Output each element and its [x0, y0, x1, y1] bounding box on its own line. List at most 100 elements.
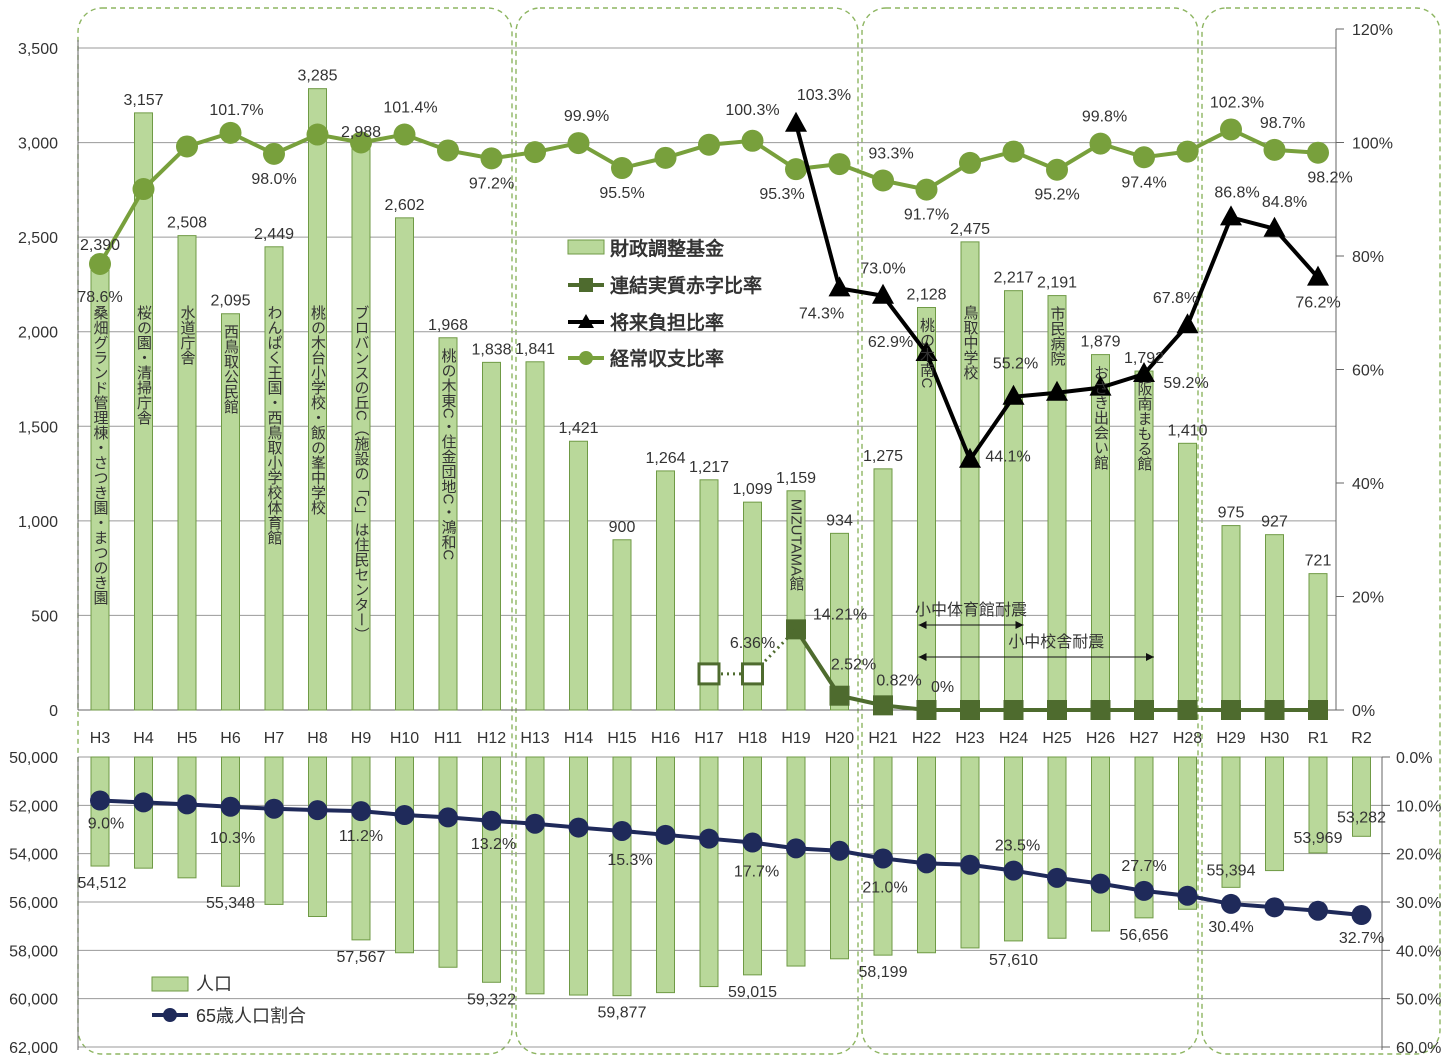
- bottom-left-axis-tick-label: 62,000: [9, 1040, 58, 1057]
- aging-ratio-point: [307, 800, 328, 821]
- fund-bar: [221, 313, 240, 711]
- population-label: 57,610: [989, 952, 1038, 969]
- population-bar: [699, 756, 719, 988]
- aging-ratio-point: [699, 828, 719, 849]
- population-bar: [1178, 756, 1197, 910]
- ordinary-balance-ratio-point: [132, 178, 155, 201]
- aging-ratio-point: [1134, 880, 1154, 901]
- x-axis-tick-label: H26: [1086, 730, 1115, 747]
- fund-value-label: 1,217: [689, 459, 729, 476]
- ordinary-balance-ratio-point: [698, 133, 720, 156]
- ordinary-balance-ratio-point: [263, 142, 285, 165]
- x-axis-tick-label: H13: [520, 730, 549, 747]
- legend-swatch-fund: [567, 239, 605, 255]
- ordinary-balance-ratio-label: 99.8%: [1082, 109, 1127, 126]
- x-axis-tick-label: H3: [90, 730, 111, 747]
- left-axis-tick-label: 2,000: [18, 325, 58, 342]
- future-burden-ratio-label: 84.8%: [1262, 194, 1307, 211]
- fund-bar: [743, 501, 762, 711]
- fund-value-label: 1,968: [428, 317, 468, 334]
- facility-annotation: わんぱく王国・西鳥取小学校体育館: [266, 305, 283, 545]
- bottom-right-axis-tick-label: 20.0%: [1396, 847, 1441, 864]
- facility-annotation: 西鳥取公民館: [222, 324, 239, 414]
- fund-value-label: 900: [609, 519, 636, 536]
- aging-ratio-point: [220, 796, 241, 817]
- ordinary-balance-ratio-label: 98.7%: [1260, 115, 1305, 132]
- population-bar: [395, 756, 414, 954]
- ordinary-balance-ratio-label: 95.3%: [759, 186, 804, 203]
- consolidated-deficit-ratio-point: [1134, 700, 1154, 720]
- aging-ratio-point: [394, 805, 415, 825]
- aging-ratio-point: [1090, 873, 1111, 894]
- axes: 0 500 1,000 1,500 2,000 2,500 3,000 3,500 0% 20% 4…: [9, 22, 1441, 1057]
- ordinary-balance-ratio-point: [611, 157, 633, 180]
- x-axis-tick-label: H27: [1129, 730, 1158, 747]
- ordinary-balance-ratio-point: [872, 169, 894, 192]
- aging-ratio-point: [525, 813, 545, 834]
- facility-annotation: 阪南まもる館: [1136, 381, 1153, 471]
- population-bar: [1265, 756, 1284, 872]
- future-burden-ratio-label: 44.1%: [985, 449, 1030, 466]
- x-axis-tick-label: H28: [1173, 730, 1202, 747]
- x-axis-tick-label: H30: [1260, 730, 1289, 747]
- ordinary-balance-ratio-label: 101.7%: [209, 102, 263, 119]
- ordinary-balance-ratio-point: [524, 141, 546, 164]
- x-axis-tick-label: H19: [781, 730, 810, 747]
- aging-ratio-label: 23.5%: [995, 838, 1040, 855]
- x-axis-tick-label: H24: [999, 730, 1028, 747]
- bottom-left-axis-tick-label: 60,000: [9, 992, 58, 1009]
- bottom-left-axis-tick-label: 58,000: [9, 943, 58, 960]
- fund-bar: [438, 337, 458, 711]
- bottom-left-axis-tick-label: 50,000: [9, 750, 58, 767]
- ordinary-balance-ratio-point: [306, 123, 329, 146]
- bottom-right-axis-tick-label: 0.0%: [1396, 750, 1432, 767]
- population-bar: [1047, 756, 1067, 939]
- future-burden-ratio-point: [1046, 380, 1068, 401]
- population-bar: [1004, 756, 1023, 942]
- fund-value-label: 1,792: [1124, 350, 1164, 367]
- population-bar: [482, 756, 501, 983]
- left-axis-tick-label: 500: [31, 608, 58, 625]
- fund-value-label: 1,099: [732, 481, 772, 498]
- future-burden-ratio-point: [828, 276, 851, 297]
- ordinary-balance-ratio-label: 91.7%: [904, 207, 949, 224]
- fund-value-label: 975: [1218, 505, 1245, 522]
- consolidated-deficit-ratio-point: [1264, 700, 1285, 720]
- population-bar: [569, 756, 588, 996]
- bottom-right-axis-tick-label: 60.0%: [1396, 1040, 1441, 1057]
- future-burden-ratio-label: 73.0%: [860, 261, 905, 278]
- fund-bar: [1178, 442, 1197, 711]
- aging-ratio-point: [1264, 897, 1285, 918]
- consolidated-deficit-ratio-label: 6.36%: [730, 635, 775, 652]
- future-burden-ratio-point: [915, 341, 938, 362]
- future-burden-ratio-label: 67.8%: [1153, 290, 1198, 307]
- ordinary-balance-ratio-label: 97.2%: [469, 175, 514, 192]
- fund-value-label: 927: [1261, 514, 1288, 531]
- aging-ratio-point: [351, 801, 371, 822]
- bottom-right-axis-tick-label: 50.0%: [1396, 992, 1441, 1009]
- consolidated-deficit-ratio-label: 2.52%: [831, 657, 876, 674]
- aging-ratio-point: [1003, 860, 1024, 881]
- aging-ratio-point: [1308, 900, 1328, 921]
- population-label: 58,199: [859, 964, 908, 981]
- aging-ratio-line: [99, 798, 1362, 918]
- population-label: 59,877: [598, 1005, 647, 1022]
- bottom-left-axis-tick-label: 56,000: [9, 895, 58, 912]
- aging-ratio-point: [438, 807, 458, 828]
- left-axis-tick-label: 1,500: [18, 419, 58, 436]
- bottom-right-axis-tick-label: 30.0%: [1396, 895, 1441, 912]
- ordinary-balance-ratio-point: [89, 252, 111, 275]
- ordinary-balance-ratio-point: [393, 123, 416, 146]
- period-region-3: [861, 7, 1199, 1055]
- future-burden-ratio-label: 86.8%: [1214, 184, 1259, 201]
- ordinary-balance-ratio-point: [219, 121, 242, 144]
- range-arrow-head-right: [1015, 621, 1024, 629]
- aging-ratio-label: 21.0%: [862, 880, 907, 897]
- consolidated-deficit-ratio-point: [916, 700, 937, 720]
- facility-annotation: おさき出会い館: [1092, 365, 1109, 470]
- left-axis-tick-label: 0: [49, 703, 58, 720]
- left-axis-tick-label: 3,000: [18, 136, 58, 153]
- bottom-right-axis-tick-label: 40.0%: [1396, 943, 1441, 960]
- bars: [90, 88, 1371, 997]
